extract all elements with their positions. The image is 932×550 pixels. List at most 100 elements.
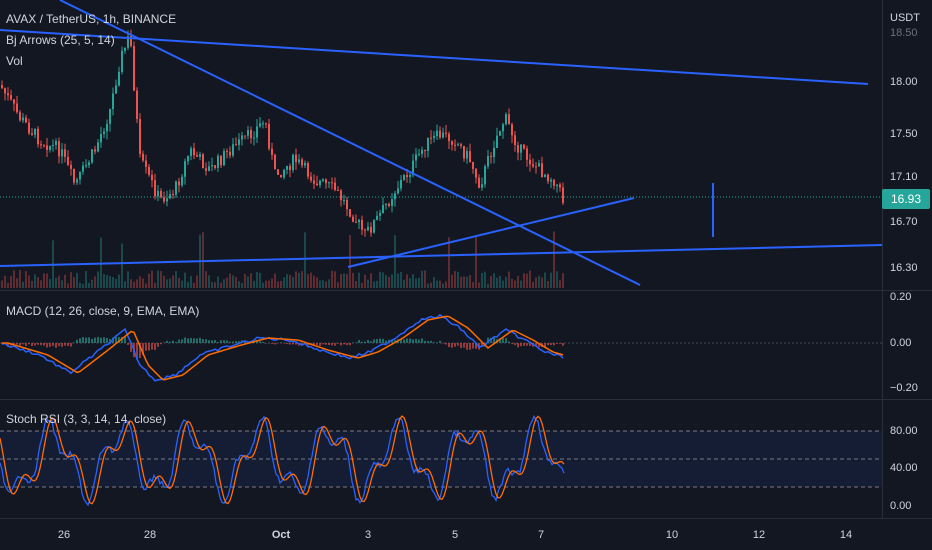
volume-bar bbox=[439, 280, 441, 288]
macd-histogram-bar bbox=[46, 343, 48, 348]
volume-bar bbox=[346, 273, 348, 288]
candle-body bbox=[265, 123, 267, 125]
candle-body bbox=[535, 166, 537, 168]
candle-body bbox=[517, 145, 519, 153]
candle-body bbox=[286, 165, 288, 170]
pane-separator[interactable] bbox=[0, 290, 932, 291]
bj-arrows-legend[interactable]: Bj Arrows (25, 5, 14) bbox=[6, 33, 115, 47]
candle-body bbox=[562, 187, 564, 203]
volume-bar bbox=[391, 274, 393, 288]
volume-bar bbox=[244, 273, 246, 288]
macd-histogram-bar bbox=[382, 338, 384, 343]
volume-bar bbox=[472, 282, 474, 288]
candle-body bbox=[502, 124, 504, 132]
candle-body bbox=[160, 190, 162, 198]
volume-bar bbox=[61, 280, 63, 288]
macd-histogram-bar bbox=[505, 338, 507, 343]
volume-bar bbox=[73, 277, 75, 288]
macd-histogram-bar bbox=[544, 343, 546, 348]
candle-body bbox=[421, 149, 423, 154]
candle-body bbox=[121, 50, 123, 72]
volume-bar bbox=[499, 275, 501, 288]
volume-bar bbox=[181, 280, 183, 288]
macd-histogram-bar bbox=[154, 343, 156, 351]
currency-label: USDT bbox=[890, 12, 920, 24]
candle-body bbox=[40, 144, 42, 146]
stoch-rsi-legend[interactable]: Stoch RSI (3, 3, 14, 14, close) bbox=[6, 412, 167, 426]
candle-body bbox=[523, 144, 525, 149]
macd-histogram-bar bbox=[337, 343, 339, 344]
volume-bar bbox=[220, 282, 222, 288]
candle-body bbox=[253, 137, 255, 139]
signal-line bbox=[2, 315, 564, 381]
macd-histogram-bar bbox=[292, 343, 294, 345]
macd-histogram-bar bbox=[199, 337, 201, 343]
volume-bar bbox=[382, 272, 384, 288]
candle-body bbox=[304, 163, 306, 166]
candle-body bbox=[130, 36, 132, 47]
macd-histogram-bar bbox=[31, 343, 33, 346]
volume-bar bbox=[142, 278, 144, 288]
volume-bar bbox=[145, 283, 147, 288]
volume-legend[interactable]: Vol bbox=[6, 54, 23, 68]
macd-histogram-bar bbox=[166, 340, 168, 343]
volume-bar bbox=[205, 271, 207, 288]
macd-histogram-bar bbox=[229, 341, 231, 343]
volume-bar bbox=[358, 272, 360, 288]
volume-bar bbox=[373, 281, 375, 288]
macd-legend[interactable]: MACD (12, 26, close, 9, EMA, EMA) bbox=[6, 304, 200, 318]
macd-histogram-bar bbox=[442, 343, 444, 344]
candle-body bbox=[553, 179, 555, 186]
macd-histogram-bar bbox=[502, 338, 504, 343]
macd-histogram-bar bbox=[94, 337, 96, 343]
macd-histogram-bar bbox=[454, 343, 456, 347]
macd-histogram-bar bbox=[403, 339, 405, 343]
volume-bar bbox=[235, 277, 237, 288]
trendline bbox=[347, 197, 635, 268]
volume-bar bbox=[115, 278, 117, 288]
candle-body bbox=[532, 164, 534, 167]
macd-histogram-bar bbox=[361, 341, 363, 343]
time-tick: 7 bbox=[537, 529, 545, 541]
volume-bar bbox=[484, 271, 486, 288]
volume-bar bbox=[88, 282, 90, 288]
volume-bar bbox=[214, 282, 216, 288]
volume-bar bbox=[49, 278, 51, 288]
macd-histogram-bar bbox=[160, 343, 162, 345]
pane-separator[interactable] bbox=[0, 399, 932, 400]
macd-histogram-bar bbox=[175, 342, 177, 343]
volume-bar bbox=[4, 275, 6, 288]
candle-body bbox=[433, 136, 435, 139]
volume-bar bbox=[217, 276, 219, 288]
macd-histogram-bar bbox=[493, 337, 495, 343]
volume-bar bbox=[394, 235, 396, 288]
candle-body bbox=[367, 226, 369, 231]
macd-histogram-bar bbox=[115, 336, 117, 343]
macd-histogram-bar bbox=[526, 343, 528, 346]
candle-body bbox=[154, 180, 156, 197]
macd-histogram-bar bbox=[484, 343, 486, 344]
symbol-legend[interactable]: AVAX / TetherUS, 1h, BINANCE bbox=[6, 12, 177, 26]
volume-bar bbox=[283, 277, 285, 288]
volume-bar bbox=[310, 272, 312, 288]
volume-bar bbox=[250, 273, 252, 288]
macd-histogram-bar bbox=[91, 338, 93, 343]
macd-histogram-bar bbox=[334, 343, 336, 346]
volume-bar bbox=[493, 273, 495, 288]
macd-histogram-bar bbox=[34, 343, 36, 346]
macd-histogram-bar bbox=[139, 343, 141, 358]
price-tick: 17.50 bbox=[890, 128, 918, 140]
candle-body bbox=[499, 131, 501, 136]
volume-bar bbox=[286, 274, 288, 288]
volume-bar bbox=[379, 271, 381, 288]
time-tick: 5 bbox=[451, 529, 459, 541]
candle-body bbox=[181, 176, 183, 186]
volume-bar bbox=[307, 274, 309, 288]
volume-bar bbox=[55, 277, 57, 288]
candle-body bbox=[79, 171, 81, 180]
volume-bar bbox=[562, 273, 564, 288]
candle-body bbox=[193, 148, 195, 156]
macd-histogram-bar bbox=[466, 343, 468, 350]
macd-histogram-bar bbox=[286, 343, 288, 345]
